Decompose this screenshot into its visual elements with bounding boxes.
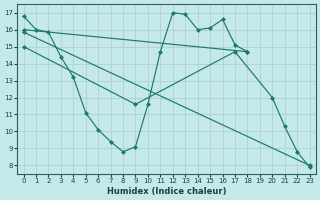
X-axis label: Humidex (Indice chaleur): Humidex (Indice chaleur) [107,187,226,196]
